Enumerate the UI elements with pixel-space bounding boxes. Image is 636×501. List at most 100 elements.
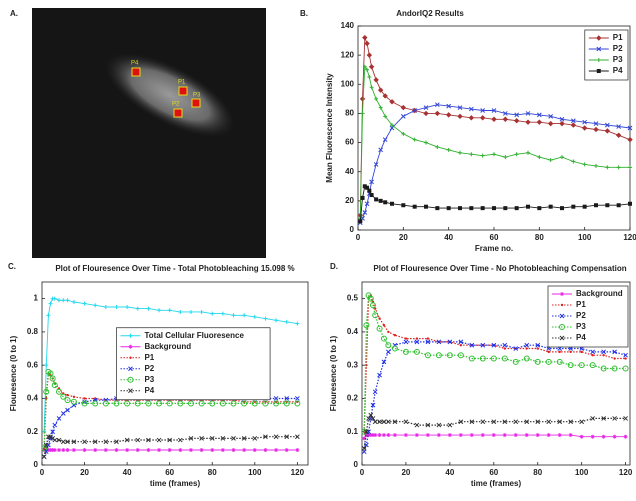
data-point	[295, 448, 300, 453]
data-point	[283, 400, 290, 407]
y-tick-label: 20	[345, 196, 354, 205]
data-point	[604, 128, 611, 134]
data-point	[71, 448, 76, 453]
y-tick-label: 0.4	[347, 327, 359, 336]
data-point	[373, 162, 379, 167]
data-point	[43, 388, 50, 395]
y-tick-label: 80	[345, 109, 354, 118]
data-point	[457, 105, 463, 110]
data-point	[535, 342, 541, 348]
data-point	[49, 375, 56, 382]
data-point	[414, 339, 420, 345]
panel-label: A.	[10, 9, 18, 18]
data-point	[525, 347, 528, 350]
x-axis-label: Frame no.	[475, 244, 513, 253]
data-point	[392, 433, 397, 438]
legend-label: P4	[144, 386, 154, 395]
data-point	[424, 352, 431, 359]
data-point	[71, 439, 77, 445]
series-line	[43, 370, 298, 449]
data-point	[146, 306, 151, 311]
data-point	[535, 433, 540, 438]
data-point	[177, 437, 183, 443]
data-point	[157, 448, 162, 453]
legend-label: P4	[576, 333, 586, 342]
data-point	[435, 144, 440, 149]
data-point	[469, 419, 475, 425]
legend-marker	[596, 58, 601, 62]
data-point	[425, 339, 431, 345]
data-point	[616, 165, 621, 170]
legend-marker	[596, 35, 602, 41]
data-point	[536, 119, 543, 125]
data-point	[360, 195, 365, 200]
data-point	[378, 317, 381, 320]
data-point	[362, 34, 368, 41]
data-point	[372, 389, 378, 395]
data-point	[178, 448, 183, 453]
data-point	[377, 87, 384, 93]
data-point	[252, 314, 257, 319]
data-point	[230, 400, 237, 407]
y-axis-label: Mean Fluorescence Intensity	[325, 73, 334, 183]
data-point	[412, 108, 418, 113]
data-point	[560, 206, 564, 211]
data-point	[447, 433, 452, 438]
data-point	[469, 342, 475, 348]
data-point	[468, 355, 475, 362]
data-point	[447, 339, 453, 345]
data-point	[582, 162, 587, 167]
data-point	[458, 206, 462, 211]
data-point	[468, 106, 474, 112]
x-tick-label: 100	[578, 233, 592, 242]
data-point	[623, 352, 628, 358]
data-point	[71, 299, 76, 304]
data-point	[46, 313, 51, 318]
data-point	[366, 416, 371, 421]
x-tick-label: 0	[360, 468, 365, 477]
data-point	[445, 112, 452, 118]
data-point	[605, 203, 610, 208]
legend-marker	[560, 292, 564, 296]
data-point	[446, 103, 452, 109]
data-point	[491, 116, 497, 122]
legend-marker	[560, 303, 564, 307]
legend-box	[116, 327, 271, 401]
data-point	[374, 96, 379, 101]
data-point	[615, 132, 622, 138]
data-point	[56, 437, 62, 443]
data-point	[623, 434, 628, 439]
data-point	[166, 400, 173, 407]
data-point	[602, 354, 605, 357]
data-point	[390, 201, 394, 206]
data-point	[582, 204, 587, 209]
y-tick-label: 0.6	[27, 360, 39, 369]
data-point	[381, 433, 386, 438]
data-point	[547, 120, 554, 127]
data-point	[423, 110, 429, 117]
legend-marker	[596, 46, 602, 52]
data-point	[284, 448, 289, 453]
data-point	[480, 153, 485, 158]
y-tick-label: 0.4	[27, 394, 39, 403]
micrograph: P4 P1 P3 P2	[32, 8, 266, 258]
data-point	[514, 206, 519, 211]
data-point	[360, 111, 365, 116]
data-point	[537, 206, 542, 211]
data-point	[377, 419, 382, 425]
data-point	[559, 116, 565, 122]
data-point	[557, 419, 563, 425]
data-point	[252, 448, 257, 453]
data-point	[479, 355, 486, 362]
y-tick-label: 40	[345, 167, 354, 176]
data-point	[414, 422, 420, 428]
data-point	[367, 75, 372, 79]
legend-marker	[127, 376, 134, 383]
data-point	[362, 210, 368, 215]
y-tick-label: 60	[345, 138, 354, 147]
y-tick-label: 0	[354, 460, 359, 469]
data-point	[135, 437, 141, 443]
y-tick-label: 0.5	[347, 294, 359, 303]
data-point	[557, 433, 562, 438]
data-point	[284, 319, 289, 324]
